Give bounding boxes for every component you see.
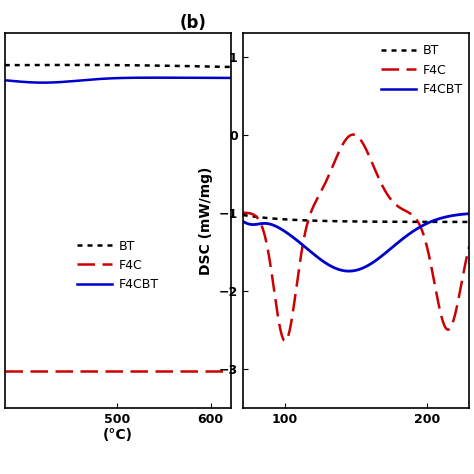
Text: (b): (b): [179, 14, 206, 32]
Legend: BT, F4C, F4CBT: BT, F4C, F4CBT: [376, 39, 467, 101]
X-axis label: (°C): (°C): [103, 428, 133, 442]
Legend: BT, F4C, F4CBT: BT, F4C, F4CBT: [73, 235, 164, 296]
Y-axis label: DSC (mW/mg): DSC (mW/mg): [199, 166, 213, 274]
